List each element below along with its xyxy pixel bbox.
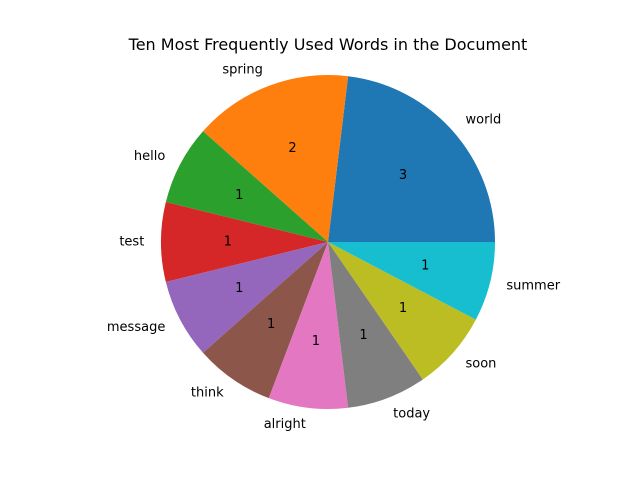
slice-value-message: 1: [235, 281, 243, 296]
pie-slice-world: [328, 76, 495, 242]
slice-value-think: 1: [267, 317, 275, 332]
slice-label-hello: hello: [134, 149, 165, 164]
chart-title: Ten Most Frequently Used Words in the Do…: [128, 35, 528, 54]
pie-slice-summer: [328, 242, 495, 320]
slice-label-summer: summer: [506, 278, 560, 293]
pie-slice-today: [328, 242, 423, 408]
pie-slice-alright: [268, 242, 349, 409]
slice-label-spring: spring: [222, 63, 262, 78]
slice-value-spring: 2: [288, 141, 296, 156]
slice-label-world: world: [466, 113, 502, 128]
pie-slice-think: [202, 242, 328, 399]
slice-value-hello: 1: [235, 188, 243, 203]
pie-slice-message: [165, 242, 328, 353]
slice-value-world: 3: [399, 168, 407, 183]
pie-slices: [161, 75, 495, 409]
slice-value-test: 1: [224, 235, 232, 250]
slice-label-alright: alright: [264, 417, 306, 432]
slice-value-alright: 1: [312, 334, 320, 349]
pie-slice-test: [161, 202, 328, 282]
slice-label-think: think: [191, 386, 224, 401]
slice-label-message: message: [107, 320, 165, 335]
slice-label-today: today: [393, 406, 430, 421]
pie-slice-soon: [328, 242, 476, 380]
slice-label-test: test: [119, 235, 144, 250]
pie-labels: world 3 spring 2 hello 1 test 1 message 1 think 1 al…: [107, 63, 561, 432]
pie-slice-hello: [165, 131, 328, 242]
pie-slice-spring: [202, 75, 349, 242]
slice-value-soon: 1: [399, 301, 407, 316]
slice-label-soon: soon: [466, 356, 497, 371]
slice-value-summer: 1: [421, 258, 429, 273]
slice-value-today: 1: [359, 328, 367, 343]
